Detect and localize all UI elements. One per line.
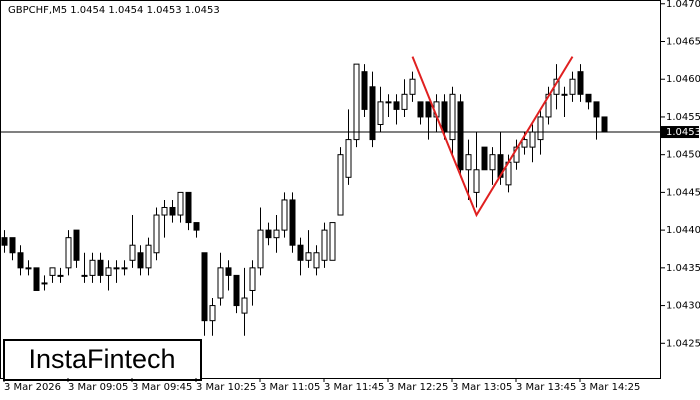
candle-body [233, 274, 240, 307]
x-tick-label: 3 Mar 12:25 [388, 382, 448, 393]
candle-body [489, 154, 496, 171]
x-tick-label: 3 Mar 11:05 [260, 382, 320, 393]
candle-body [305, 252, 312, 261]
x-tick-label: 3 Mar 14:25 [580, 382, 640, 393]
candle-body [329, 222, 336, 261]
candle-body [273, 229, 280, 239]
candle-body [521, 139, 528, 148]
candle-body [97, 259, 104, 276]
candle-body [393, 101, 400, 110]
y-tick-label: 1.0455 [666, 112, 700, 123]
candle-body [169, 206, 176, 216]
chart-title: GBPCHF,M5 1.0454 1.0454 1.0453 1.0453 [8, 5, 220, 16]
candle-body [41, 282, 48, 285]
candle-body [345, 139, 352, 178]
candle-body [481, 146, 488, 171]
y-tick-label: 1.0470 [666, 0, 700, 10]
candle-body [121, 267, 128, 270]
candle-body [369, 86, 376, 141]
candle-body [209, 305, 216, 322]
candle-body [265, 229, 272, 239]
candle-body [337, 154, 344, 216]
candle-body [353, 63, 360, 141]
logo-box [3, 339, 202, 381]
y-tick-label: 1.0425 [666, 338, 700, 349]
candle-body [425, 101, 432, 118]
candle-body [65, 237, 72, 269]
candle-body [449, 93, 456, 141]
candle-body [321, 229, 328, 261]
candle-body [89, 259, 96, 276]
candle-body [201, 252, 208, 322]
candle-body [569, 78, 576, 95]
candle-body [281, 199, 288, 231]
y-tick-label: 1.0440 [666, 225, 700, 236]
candle-body [417, 101, 424, 118]
candle-body [577, 71, 584, 95]
x-tick-label: 3 Mar 13:05 [452, 382, 512, 393]
candle-body [561, 93, 568, 96]
candle-body [289, 199, 296, 246]
candle-body [1, 237, 8, 246]
candle-body [297, 244, 304, 261]
candle-body [113, 267, 120, 270]
candle-body [441, 101, 448, 133]
candle-body [105, 267, 112, 276]
candle-body [129, 244, 136, 261]
candle-body [81, 274, 88, 277]
candle-body [161, 206, 168, 216]
candle-body [185, 191, 192, 224]
x-tick-label: 3 Mar 11:45 [324, 382, 384, 393]
candle-body [49, 267, 56, 276]
candle-body [401, 93, 408, 110]
candle-body [137, 252, 144, 269]
candle-body [473, 169, 480, 193]
candle-body [217, 267, 224, 299]
candle-body [529, 131, 536, 148]
y-tick-label: 1.0445 [666, 187, 700, 198]
plot-frame [0, 0, 661, 379]
y-tick-label: 1.0435 [666, 263, 700, 274]
x-tick-label: 3 Mar 10:25 [196, 382, 256, 393]
candle-body [585, 93, 592, 103]
candle-body [241, 297, 248, 314]
candle-body [57, 274, 64, 277]
candle-body [73, 229, 80, 261]
candle-body [145, 244, 152, 269]
candle-body [593, 101, 600, 118]
candle-body [457, 101, 464, 171]
x-tick-label: 3 Mar 13:45 [516, 382, 576, 393]
candle-body [409, 78, 416, 95]
x-tick-label: 3 Mar 09:45 [132, 382, 192, 393]
candle-body [177, 191, 184, 216]
candle-body [193, 222, 200, 231]
candle-body [385, 101, 392, 104]
candle-body [361, 71, 368, 110]
candle-body [225, 267, 232, 276]
candle-body [257, 229, 264, 269]
y-tick-label: 1.0450 [666, 150, 700, 161]
pattern-line [411, 56, 574, 218]
y-tick-label: 1.0430 [666, 301, 700, 312]
logo: InstaFintech [28, 344, 175, 374]
candle-body [601, 116, 608, 133]
x-tick-label: 3 Mar 09:05 [68, 382, 128, 393]
current-price-label: 1.0453 [666, 127, 700, 138]
candle-body [25, 267, 32, 270]
candle-body [537, 116, 544, 141]
x-tick-label: 3 Mar 2026 [4, 382, 61, 393]
candle-body [377, 101, 384, 125]
candle-body [465, 154, 472, 171]
y-tick-label: 1.0460 [666, 74, 700, 85]
candle-body [17, 252, 24, 269]
candle-body [9, 237, 16, 254]
candle-body [249, 267, 256, 291]
current-price-box [661, 126, 699, 139]
y-tick-label: 1.0465 [666, 36, 700, 47]
candle-body [313, 252, 320, 269]
candle-body [33, 267, 40, 291]
candle-body [153, 214, 160, 254]
